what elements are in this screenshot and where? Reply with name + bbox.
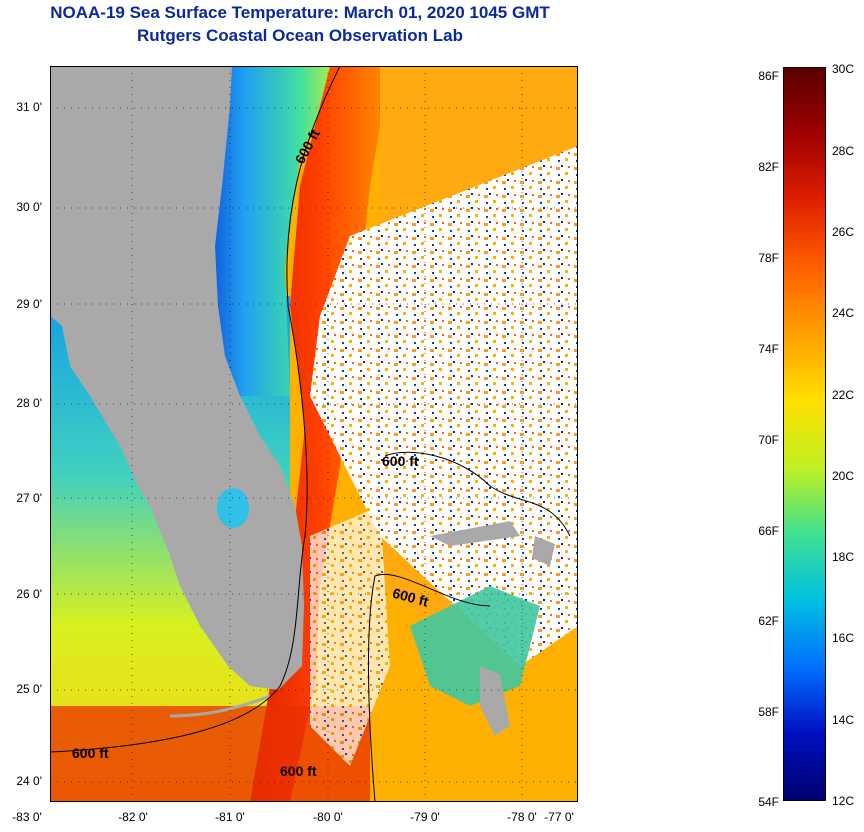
isobath-label: 600 ft	[382, 453, 419, 469]
colorbar-c-label: 26C	[832, 225, 855, 239]
colorbar-c-label: 18C	[832, 550, 855, 564]
colorbar-f-label: 70F	[758, 433, 779, 447]
temperature-colorbar	[783, 67, 826, 801]
lat-tick-label: 28 0'	[16, 396, 42, 410]
colorbar-c-label: 14C	[832, 713, 855, 727]
lon-tick-label: -82 0'	[118, 810, 148, 824]
colorbar-c-label: 28C	[832, 144, 855, 158]
lon-tick-label: -83 0'	[12, 810, 42, 824]
colorbar-c-label: 16C	[832, 631, 855, 645]
bahamas-island	[480, 666, 510, 736]
bahamas-bank	[410, 586, 540, 706]
lon-tick-label: -81 0'	[215, 810, 245, 824]
isobath-label: 600 ft	[280, 763, 317, 779]
map-subtitle: Rutgers Coastal Ocean Observation Lab	[137, 26, 463, 45]
isobath-line	[384, 451, 571, 537]
colorbar-c-label: 24C	[832, 306, 855, 320]
lat-tick-label: 31 0'	[16, 100, 42, 114]
colorbar-f-label: 54F	[758, 795, 779, 809]
colorbar-f-label: 58F	[758, 705, 779, 719]
colorbar-c-label: 30C	[832, 62, 855, 76]
bahamas-island	[532, 536, 555, 566]
colorbar-f-label: 62F	[758, 614, 779, 628]
florida-land	[50, 66, 304, 690]
map-title: NOAA-19 Sea Surface Temperature: March 0…	[50, 3, 550, 22]
lat-tick-label: 24 0'	[16, 774, 42, 788]
lon-tick-label: -80 0'	[313, 810, 343, 824]
isobath-line	[50, 66, 341, 753]
lat-tick-label: 25 0'	[16, 682, 42, 696]
sst-map: 600 ft 600 ft 600 ft 600 ft 600 ft	[50, 66, 578, 802]
colorbar-c-label: 22C	[832, 388, 855, 402]
lat-tick-label: 30 0'	[16, 200, 42, 214]
lake-okeechobee	[217, 488, 249, 528]
isobath-label: 600 ft	[72, 745, 109, 761]
lat-tick-label: 29 0'	[16, 297, 42, 311]
colorbar-f-label: 82F	[758, 160, 779, 174]
colorbar-c-label: 20C	[832, 469, 855, 483]
lat-tick-label: 27 0'	[16, 491, 42, 505]
bahamas-island	[430, 521, 520, 546]
colorbar-f-label: 74F	[758, 342, 779, 356]
colorbar-f-label: 86F	[758, 69, 779, 83]
colorbar-f-label: 66F	[758, 524, 779, 538]
colorbar-c-label: 12C	[832, 794, 855, 808]
colorbar-f-label: 78F	[758, 251, 779, 265]
lon-tick-label: -77 0'	[544, 810, 574, 824]
isobath-line	[368, 573, 491, 802]
cloud-region-south	[310, 506, 390, 766]
lat-tick-label: 26 0'	[16, 587, 42, 601]
lon-tick-label: -79 0'	[410, 810, 440, 824]
lon-tick-label: -78 0'	[507, 810, 537, 824]
florida-keys	[169, 694, 271, 718]
